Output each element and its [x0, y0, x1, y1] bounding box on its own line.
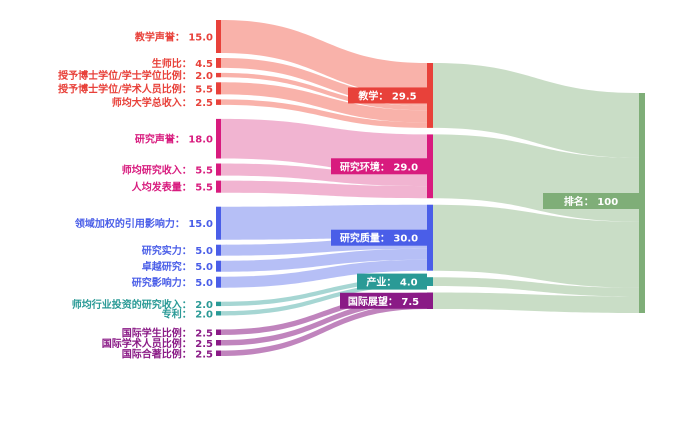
source-label-1-5: 师均大学总收入： 2.5: [112, 96, 213, 109]
flow-5-2: [221, 298, 427, 346]
group-label-2: 研究环境： 29.0: [340, 160, 418, 173]
group-tag-2: [331, 158, 427, 175]
flow-total-4: [433, 277, 639, 297]
source-node-5-1: [216, 329, 221, 335]
source-node-2-1: [216, 118, 221, 159]
group-tag-1: [348, 87, 427, 104]
source-node-3-1: [216, 206, 221, 240]
source-label-2-3: 人均发表量： 5.5: [132, 181, 213, 194]
source-node-5-2: [216, 340, 221, 346]
source-label-1-1: 教学声誉： 15.0: [134, 31, 213, 44]
source-node-3-4: [216, 276, 221, 288]
source-label-1-3: 授予博士学位/学士学位比例： 2.0: [58, 69, 213, 82]
source-label-1-4: 授予博士学位/学术人员比例： 5.5: [58, 82, 213, 95]
flow-2-2: [221, 163, 427, 187]
source-label-3-4: 研究影响力： 5.0: [132, 276, 213, 289]
source-label-5-1: 国际学生比例： 2.5: [122, 326, 213, 339]
flow-total-5: [433, 292, 639, 313]
flow-4-2: [221, 281, 427, 316]
flow-2-3: [221, 180, 427, 199]
flow-total-3: [433, 204, 639, 288]
group-label-1: 教学： 29.5: [357, 89, 416, 102]
group-label-4: 产业： 4.0: [366, 276, 417, 289]
group-node-3: [427, 204, 433, 271]
source-label-3-3: 卓越研究： 5.0: [142, 260, 213, 273]
flow-1-1: [221, 20, 427, 96]
source-node-3-3: [216, 260, 221, 272]
source-label-2-2: 师均研究收入： 5.5: [122, 164, 213, 177]
group-label-3: 研究质量： 30.0: [340, 232, 418, 245]
group-node-1: [427, 63, 433, 128]
group-tag-4: [357, 273, 427, 290]
source-node-2-2: [216, 163, 221, 176]
source-node-1-3: [216, 72, 221, 78]
group-label-5: 国际展望： 7.5: [348, 295, 419, 308]
source-label-5-2: 国际学术人员比例： 2.5: [102, 337, 213, 350]
source-node-4-2: [216, 311, 221, 316]
source-flows: [221, 20, 427, 356]
group-node-4: [427, 277, 433, 286]
source-label-1-2: 生师比： 4.5: [152, 57, 213, 70]
group-tag-5: [340, 292, 427, 309]
flow-3-3: [221, 248, 427, 272]
source-node-1-4: [216, 82, 221, 95]
flow-5-1: [221, 292, 427, 335]
flow-total-1: [433, 63, 639, 158]
source-label-4-2: 专利： 2.0: [162, 307, 213, 320]
source-node-1-2: [216, 58, 221, 68]
flow-3-4: [221, 259, 427, 288]
flow-1-4: [221, 82, 427, 123]
source-label-4-1: 师均行业投资的研究收入： 2.0: [72, 298, 213, 311]
flow-4-1: [221, 277, 427, 307]
source-label-3-1: 领域加权的引用影响力： 15.0: [75, 217, 213, 230]
group-node-5: [427, 292, 433, 309]
flow-1-3: [221, 72, 427, 111]
group-tag-3: [331, 229, 427, 246]
total-flows: [433, 63, 639, 313]
source-label-5-3: 国际合著比例： 2.5: [122, 347, 213, 360]
total-node: [639, 93, 645, 313]
source-node-2-3: [216, 180, 221, 193]
source-node-1-1: [216, 20, 221, 53]
source-label-3-2: 研究实力： 5.0: [142, 244, 213, 257]
total-tag: [543, 193, 639, 209]
flow-5-3: [221, 303, 427, 356]
source-node-4-1: [216, 301, 221, 307]
source-label-2-1: 研究声誉： 18.0: [135, 133, 213, 146]
group-node-2: [427, 134, 433, 199]
flow-1-5: [221, 99, 427, 128]
source-node-3-2: [216, 244, 221, 256]
source-node-5-3: [216, 350, 221, 356]
source-node-1-5: [216, 99, 221, 105]
nodes: [216, 20, 645, 356]
total-label: 排名： 100: [564, 195, 618, 208]
